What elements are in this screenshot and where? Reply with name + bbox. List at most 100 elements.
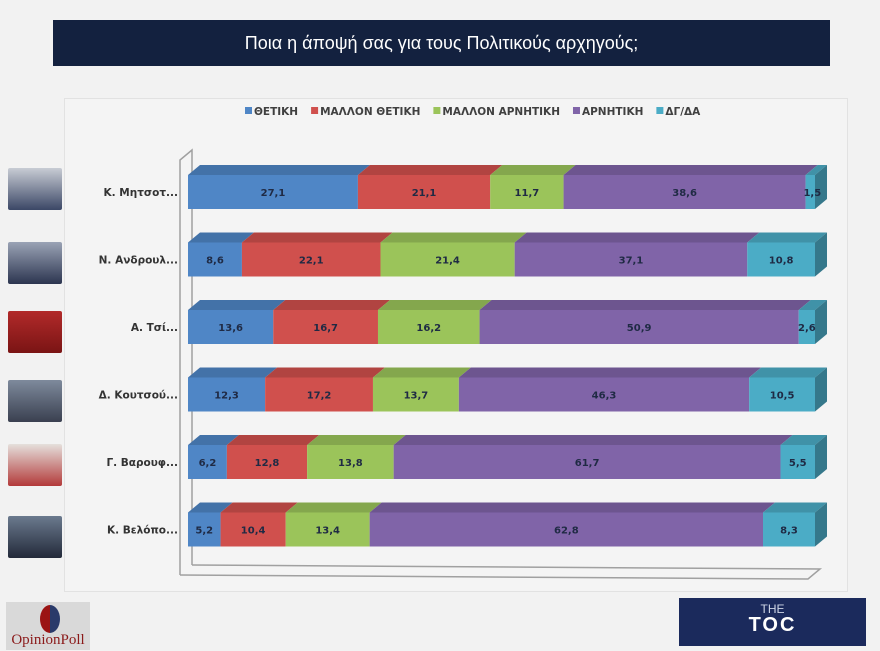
data-label: 27,1 bbox=[261, 188, 286, 199]
bar-segment-3 bbox=[393, 445, 781, 479]
data-label: 12,3 bbox=[214, 391, 239, 402]
bar-top-4 bbox=[747, 232, 827, 243]
category-label: Κ. Μητσοτ... bbox=[104, 187, 178, 199]
bar-segment-2 bbox=[377, 310, 480, 344]
leader-photo-3 bbox=[8, 311, 62, 353]
bar-segment-1 bbox=[226, 445, 308, 479]
bar-segment-4 bbox=[798, 310, 815, 344]
data-label: 1,5 bbox=[803, 188, 821, 199]
bar-top-3 bbox=[393, 435, 793, 445]
data-label: 13,8 bbox=[338, 458, 363, 469]
data-label: 22,1 bbox=[299, 256, 324, 267]
bar-top-1 bbox=[273, 300, 390, 310]
data-label: 50,9 bbox=[627, 323, 652, 334]
bar-side bbox=[815, 502, 827, 547]
bar-segment-0 bbox=[188, 310, 274, 344]
logo-text: OpinionPoll bbox=[11, 632, 85, 648]
bar-side bbox=[815, 165, 827, 209]
bar-segment-4 bbox=[763, 512, 815, 547]
bar-segment-2 bbox=[372, 377, 459, 412]
bar-top-4 bbox=[805, 165, 827, 175]
bar-segment-1 bbox=[265, 377, 373, 412]
data-label: 62,8 bbox=[554, 526, 579, 537]
legend-label-4: ΔΓ/ΔΑ bbox=[665, 106, 701, 118]
data-label: 16,7 bbox=[313, 323, 338, 334]
data-label: 21,1 bbox=[412, 188, 437, 199]
bar-top-4 bbox=[763, 502, 827, 513]
bar-segment-2 bbox=[307, 445, 394, 479]
bar-segment-3 bbox=[458, 377, 750, 412]
logo-the: THE bbox=[760, 602, 785, 616]
bar-segment-3 bbox=[563, 175, 806, 209]
legend-swatch-1 bbox=[311, 107, 319, 114]
bar-top-0 bbox=[188, 435, 239, 445]
logo-toc: TOC bbox=[748, 614, 797, 636]
leader-photo-5 bbox=[8, 444, 62, 486]
bar-segment-3 bbox=[369, 512, 764, 547]
category-label: Δ. Κουτσού... bbox=[99, 390, 178, 402]
data-label: 11,7 bbox=[515, 188, 540, 199]
bar-side bbox=[815, 435, 827, 479]
title-text: Ποια η άποψή σας για τους Πολιτικούς αρχ… bbox=[244, 32, 639, 53]
data-label: 5,2 bbox=[195, 526, 213, 537]
bar-side bbox=[815, 367, 827, 412]
data-label: 21,4 bbox=[435, 256, 460, 267]
bar-top-3 bbox=[514, 232, 760, 243]
bar-segment-4 bbox=[805, 175, 815, 209]
data-label: 13,6 bbox=[218, 323, 243, 334]
bar-segment-4 bbox=[780, 445, 815, 479]
bar-segment-1 bbox=[220, 512, 286, 547]
bar-top-0 bbox=[188, 165, 370, 175]
data-label: 13,7 bbox=[404, 391, 429, 402]
bar-top-2 bbox=[307, 435, 406, 445]
legend-label-0: ΘΕΤΙΚΗ bbox=[254, 106, 298, 118]
bar-top-4 bbox=[749, 367, 827, 378]
bar-segment-2 bbox=[490, 175, 564, 209]
bar-top-3 bbox=[458, 367, 762, 378]
bar-segment-0 bbox=[188, 445, 227, 479]
bar-segment-0 bbox=[188, 242, 242, 277]
bar-segment-2 bbox=[380, 242, 515, 277]
data-label: 12,8 bbox=[255, 458, 280, 469]
bar-top-1 bbox=[226, 435, 320, 445]
category-label: Α. Τσί... bbox=[131, 322, 178, 334]
data-label: 8,3 bbox=[780, 526, 798, 537]
data-label: 2,6 bbox=[798, 323, 816, 334]
logo-pie-icon bbox=[40, 605, 60, 633]
bar-top-2 bbox=[377, 300, 492, 310]
chart-wall bbox=[179, 148, 193, 575]
category-label: Κ. Βελόπο... bbox=[107, 525, 178, 537]
data-label: 10,4 bbox=[241, 526, 266, 537]
chart-floor bbox=[179, 564, 823, 580]
bar-segment-0 bbox=[188, 512, 221, 547]
thetoc-logo: THE TOC bbox=[679, 598, 866, 646]
bar-side bbox=[815, 300, 827, 344]
legend-label-3: ΑΡΝΗΤΙΚΗ bbox=[582, 106, 643, 118]
category-label: Γ. Βαρουφ... bbox=[106, 457, 178, 469]
data-label: 61,7 bbox=[575, 458, 600, 469]
data-label: 5,5 bbox=[789, 458, 807, 469]
bar-segment-4 bbox=[747, 242, 815, 277]
chart-title: Ποια η άποψή σας για τους Πολιτικούς αρχ… bbox=[53, 20, 830, 66]
category-label: Ν. Ανδρουλ... bbox=[99, 255, 178, 267]
bar-top-0 bbox=[188, 300, 286, 310]
data-label: 17,2 bbox=[307, 391, 332, 402]
bar-segment-0 bbox=[188, 377, 266, 412]
bar-top-1 bbox=[241, 232, 393, 243]
legend-label-1: ΜΑΛΛΟΝ ΘΕΤΙΚΗ bbox=[320, 106, 420, 118]
bar-segment-1 bbox=[357, 175, 491, 209]
data-label: 13,4 bbox=[315, 526, 340, 537]
bar-top-2 bbox=[490, 165, 576, 175]
leader-photo-1 bbox=[8, 168, 62, 210]
bar-segment-1 bbox=[273, 310, 378, 344]
bar-top-0 bbox=[188, 502, 233, 513]
data-label: 6,2 bbox=[199, 458, 217, 469]
legend-swatch-3 bbox=[572, 107, 580, 114]
bar-segment-1 bbox=[241, 242, 381, 277]
data-label: 10,8 bbox=[769, 256, 794, 267]
legend-swatch-2 bbox=[433, 107, 441, 114]
bar-top-4 bbox=[798, 300, 827, 310]
bar-top-3 bbox=[369, 502, 776, 513]
data-label: 8,6 bbox=[206, 256, 224, 267]
